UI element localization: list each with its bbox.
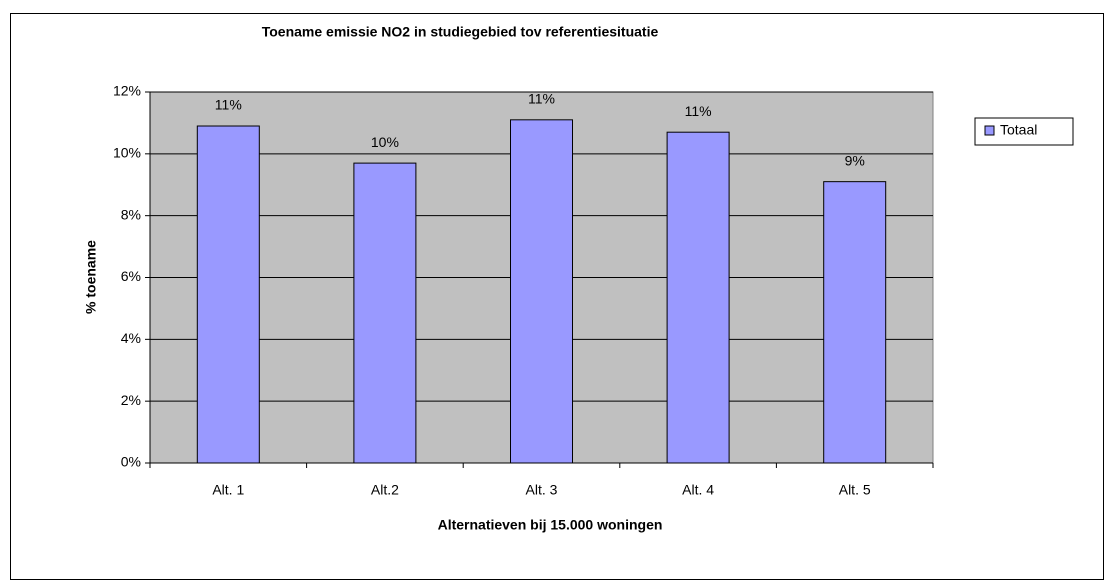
- x-tick-label: Alt. 4: [682, 482, 714, 498]
- x-tick-label: Alt.2: [371, 482, 399, 498]
- bar: [823, 181, 887, 464]
- bar: [353, 162, 417, 464]
- legend-label: Totaal: [1000, 122, 1037, 138]
- y-tick-label: 12%: [113, 83, 141, 99]
- y-tick-label: 8%: [121, 206, 141, 222]
- y-tick-label: 10%: [113, 145, 141, 161]
- bar: [510, 119, 573, 464]
- y-tick-label: 2%: [121, 392, 141, 408]
- bar: [196, 125, 260, 464]
- y-tick-label: 4%: [121, 330, 141, 346]
- bar: [666, 131, 730, 464]
- data-label: 11%: [685, 103, 712, 119]
- data-label: 11%: [215, 97, 242, 113]
- legend-swatch: [984, 125, 995, 136]
- chart-title: Toename emissie NO2 in studiegebied tov …: [262, 24, 659, 40]
- x-tick-label: Alt. 3: [526, 482, 558, 498]
- y-tick-label: 0%: [121, 454, 141, 470]
- y-tick-label: 6%: [121, 268, 141, 284]
- x-tick-label: Alt. 5: [839, 482, 871, 498]
- data-label: 9%: [845, 152, 865, 168]
- data-label: 11%: [528, 91, 555, 107]
- y-axis-label: % toename: [83, 240, 99, 314]
- data-label: 10%: [371, 134, 399, 150]
- x-axis-label: Alternatieven bij 15.000 woningen: [438, 517, 663, 533]
- x-tick-label: Alt. 1: [212, 482, 244, 498]
